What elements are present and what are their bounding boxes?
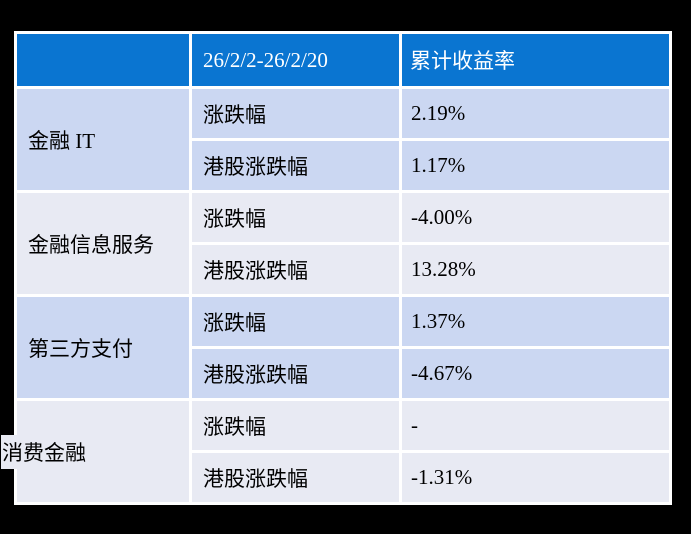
metric-label: 涨跌幅 <box>192 89 399 138</box>
metric-label: 港股涨跌幅 <box>192 245 399 294</box>
header-date-range: 26/2/2-26/2/20 <box>192 34 399 86</box>
returns-table: 26/2/2-26/2/20 累计收益率 金融 IT 涨跌幅 2.19% 港股涨… <box>1 31 672 505</box>
table-row: 港股涨跌幅 -4.67% <box>17 349 669 398</box>
group-label: 金融信息服务 <box>28 232 154 257</box>
table-container: 26/2/2-26/2/20 累计收益率 金融 IT 涨跌幅 2.19% 港股涨… <box>1 31 672 505</box>
group-label-cell-financial-info-services: 金融信息服务 <box>17 193 189 294</box>
header-empty-cell <box>17 34 189 86</box>
table-row: 港股涨跌幅 1.17% <box>17 141 669 190</box>
metric-label: 涨跌幅 <box>192 297 399 346</box>
table-row: 消费金融 涨跌幅 - <box>1 401 669 502</box>
metric-label: 港股涨跌幅 <box>192 141 399 190</box>
group-label: 消费金融 <box>1 434 90 469</box>
header-row: 26/2/2-26/2/20 累计收益率 <box>17 34 669 86</box>
metric-label: 涨跌幅 <box>192 401 399 450</box>
metric-label: 涨跌幅 <box>192 193 399 242</box>
table-row: 港股涨跌幅 13.28% <box>17 245 669 294</box>
metric-value: -1.31% <box>402 453 669 502</box>
table-row: 第三方支付 涨跌幅 1.37% <box>17 297 669 398</box>
group-label: 金融 IT <box>28 128 96 153</box>
metric-value: 13.28% <box>402 245 669 294</box>
group-label-cell-third-party-payment: 第三方支付 <box>17 297 189 398</box>
metric-value: - <box>402 401 669 450</box>
metric-value: -4.00% <box>402 193 669 242</box>
metric-label: 港股涨跌幅 <box>192 453 399 502</box>
table-row: 港股涨跌幅 -1.31% <box>17 453 669 502</box>
header-cumulative-return: 累计收益率 <box>402 34 669 86</box>
metric-value: 1.37% <box>402 297 669 346</box>
group-label-cell-financial-it: 金融 IT <box>17 89 189 190</box>
metric-label: 港股涨跌幅 <box>192 349 399 398</box>
table-row: 金融信息服务 涨跌幅 -4.00% <box>17 193 669 294</box>
metric-value: 2.19% <box>402 89 669 138</box>
metric-value: 1.17% <box>402 141 669 190</box>
group-label: 第三方支付 <box>28 336 133 361</box>
table-row: 金融 IT 涨跌幅 2.19% <box>17 89 669 190</box>
group-label-cell-consumer-finance: 消费金融 <box>1 401 189 502</box>
metric-value: -4.67% <box>402 349 669 398</box>
